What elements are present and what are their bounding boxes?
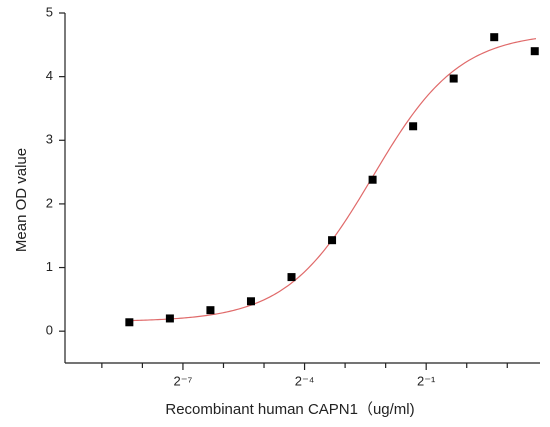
- data-point: [165, 314, 174, 323]
- y-tick-label: 1: [46, 259, 53, 274]
- data-point: [490, 33, 499, 42]
- data-point: [125, 318, 134, 327]
- y-tick-label: 2: [46, 195, 53, 210]
- data-point: [368, 175, 377, 184]
- y-axis-label: Mean OD value: [13, 148, 30, 252]
- data-point: [206, 306, 215, 315]
- y-tick-label: 3: [46, 132, 53, 147]
- data-point: [409, 122, 418, 131]
- data-point: [328, 236, 337, 245]
- data-point: [246, 297, 255, 306]
- x-tick-label: 2⁻⁴: [295, 373, 315, 388]
- y-tick-label: 0: [46, 323, 53, 338]
- y-tick-label: 5: [46, 4, 53, 19]
- data-point: [530, 47, 539, 56]
- x-tick-label: 2⁻¹: [417, 373, 436, 388]
- data-point: [287, 273, 296, 282]
- data-point: [449, 74, 458, 83]
- x-tick-label: 2⁻⁷: [174, 373, 193, 388]
- y-tick-label: 4: [46, 68, 53, 83]
- x-axis-label: Recombinant human CAPN1（ug/ml): [165, 401, 414, 418]
- fit-curve: [129, 38, 537, 322]
